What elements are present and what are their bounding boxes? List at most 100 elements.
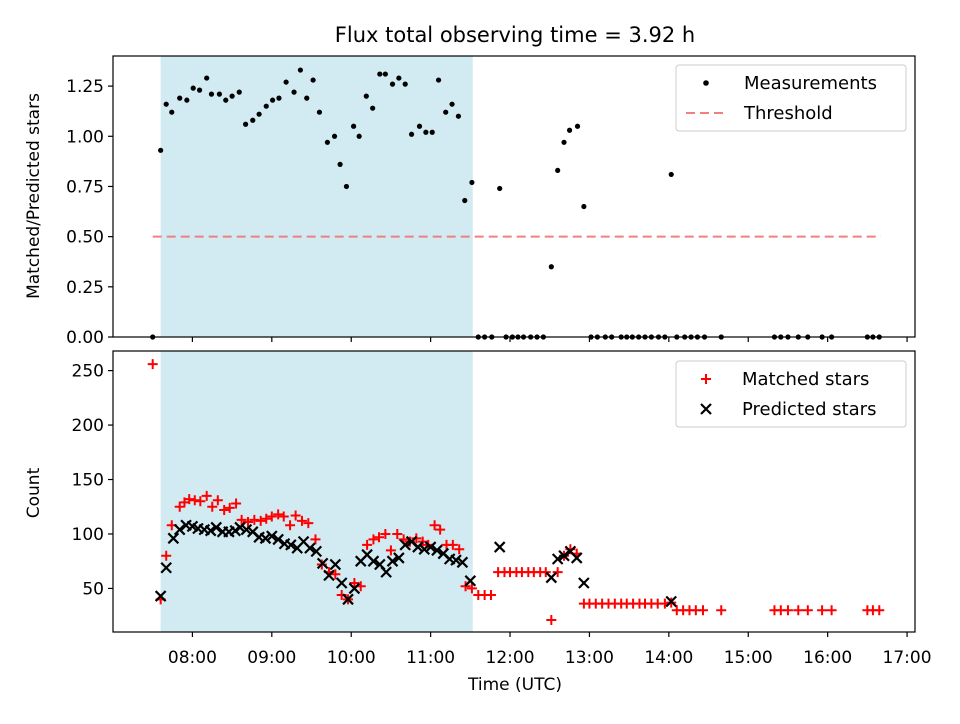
measurement-point (363, 93, 369, 99)
y-axis-label-top: Matched/Predicted stars (24, 93, 44, 299)
matched-star-marker (278, 511, 289, 522)
matched-star-marker (290, 510, 301, 521)
measurement-point (396, 75, 402, 81)
matched-star-marker (201, 490, 212, 501)
predicted-star-marker (450, 554, 462, 566)
x-tick-label: 11:00 (406, 648, 455, 668)
measurement-point (283, 79, 289, 85)
measurement-point (256, 111, 262, 117)
measurement-point (402, 81, 408, 87)
legend-label: Measurements (744, 73, 877, 94)
predicted-star-marker (259, 532, 272, 545)
measurement-point (236, 89, 242, 95)
measurement-point (435, 77, 442, 83)
matched-star-marker (368, 534, 379, 545)
predicted-star-marker (570, 552, 583, 564)
measurement-point (158, 147, 164, 153)
y-tick-label: 1.25 (66, 77, 104, 97)
measurement-point (184, 97, 190, 103)
y-tick-label: 0.75 (66, 177, 104, 197)
matched-star-marker (261, 513, 272, 524)
predicted-star-marker (545, 571, 558, 584)
measurement-point (408, 131, 415, 137)
measurement-point (163, 101, 169, 107)
x-tick-label: 12:00 (486, 648, 535, 668)
measurement-point (216, 91, 223, 97)
measurement-point (497, 185, 503, 192)
matched-star-marker (454, 544, 465, 555)
measurement-point (462, 197, 468, 204)
predicted-star-marker (551, 553, 564, 565)
matched-star-marker (349, 577, 360, 588)
measurement-point (566, 127, 573, 133)
matched-star-marker (310, 534, 321, 545)
legend-label: Predicted stars (742, 399, 876, 420)
matched-star-marker (255, 515, 266, 526)
measurement-point (169, 109, 175, 115)
y-tick-label: 50 (82, 579, 104, 599)
matched-star-marker (207, 501, 218, 512)
predicted-star-marker (348, 582, 361, 595)
measurement-point (449, 101, 455, 107)
bottom-panel: 50 100 150 200 250 (72, 350, 916, 637)
x-tick-label: 08:00 (168, 648, 217, 668)
x-tick-label: 13:00 (565, 648, 614, 668)
matched-star-marker (826, 605, 837, 616)
matched-star-marker (460, 581, 471, 592)
y-tick-label: 0.25 (66, 278, 104, 298)
predicted-star-marker (329, 558, 342, 571)
matched-star-marker (552, 567, 563, 578)
matched-star-marker (249, 514, 260, 525)
y-axis-label-bottom: Count (24, 467, 44, 518)
matched-star-marker (447, 539, 458, 550)
measurement-point (310, 77, 316, 83)
predicted-star-marker (386, 555, 399, 567)
x-tick-label: 10:00 (327, 648, 376, 668)
measurement-point (204, 75, 210, 81)
predicted-star-marker (204, 524, 217, 537)
measurement-point (304, 95, 310, 101)
measurement-point (270, 97, 276, 103)
measurement-point (177, 95, 183, 101)
predicted-star-marker (335, 577, 348, 589)
x-tick-label: 16:00 (803, 648, 852, 668)
measurement-point (208, 91, 215, 97)
measurement-point (343, 183, 350, 190)
bottom-legend: Matched stars Predicted stars (675, 360, 907, 428)
measurement-point (316, 109, 323, 115)
matched-star-marker (231, 498, 242, 509)
legend-label: Matched stars (742, 369, 869, 390)
measurement-point (263, 103, 269, 109)
predicted-star-marker (173, 523, 186, 536)
measurement-point (574, 123, 581, 129)
predicted-star-marker (310, 545, 323, 558)
x-axis-ticks: 08:00 09:00 10:00 11:00 12:00 13:00 14:00 15:00… (168, 648, 932, 668)
matched-star-marker (380, 528, 391, 539)
x-tick-label: 17:00 (883, 648, 932, 668)
measurement-point (243, 121, 249, 127)
measurement-point (455, 113, 462, 119)
legend-plus-icon (701, 374, 711, 384)
predicted-star-marker (160, 561, 172, 574)
measurement-point (581, 203, 587, 210)
measurement-point (190, 85, 196, 91)
matched-star-marker (782, 605, 793, 616)
predicted-star-marker (367, 555, 380, 567)
predicted-star-marker (424, 541, 437, 553)
observing-interval-shade (160, 351, 473, 632)
matched-star-marker (817, 605, 828, 616)
matched-star-marker (429, 520, 440, 531)
predicted-star-marker (558, 549, 570, 562)
x-tick-label: 09:00 (247, 648, 296, 668)
matched-star-marker (184, 494, 195, 505)
predicted-star-marker (285, 539, 297, 551)
predicted-star-marker (578, 577, 590, 589)
measurement-point (223, 97, 229, 103)
measurement-point (548, 264, 554, 270)
predicted-star-marker (154, 590, 167, 602)
predicted-star-marker (316, 557, 329, 570)
measurement-point (561, 139, 567, 145)
predicted-star-marker (234, 521, 246, 534)
predicted-star-marker (456, 556, 469, 569)
predicted-star-marker (412, 541, 424, 553)
